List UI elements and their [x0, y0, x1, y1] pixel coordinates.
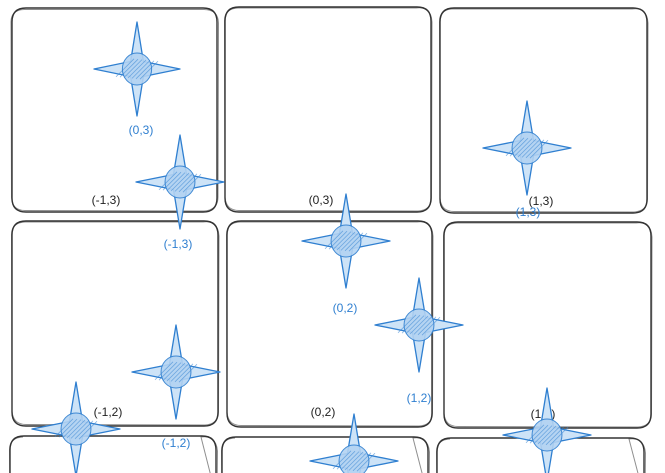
cell-label: (0,2) — [311, 405, 336, 419]
cell-label: (-1,3) — [92, 193, 121, 207]
marker-label: (-1,2) — [162, 436, 191, 450]
marker-label: (-1,3) — [164, 237, 193, 251]
marker-label: (1,3) — [516, 205, 541, 219]
grid-cell-m1-3 — [10, 7, 220, 213]
marker-label: (0,2) — [333, 301, 358, 315]
grid-cell-1-1 — [435, 437, 647, 473]
four-point-star-icon — [135, 134, 225, 230]
four-point-star-icon — [31, 381, 121, 473]
four-point-star-icon — [301, 193, 391, 289]
marker-layer — [31, 21, 592, 473]
cell-label: (0,3) — [309, 193, 334, 207]
grid-cell-m1-2 — [10, 220, 220, 427]
four-point-star-icon — [309, 413, 399, 473]
grid-cell-0-3 — [223, 6, 433, 213]
four-point-star-icon — [482, 100, 572, 196]
grid-cell-m1-1 — [8, 435, 219, 473]
marker-label: (0,3) — [129, 123, 154, 137]
grid-cell-0-1 — [220, 436, 431, 473]
four-point-star-icon — [502, 387, 592, 473]
grid-cell-0-2 — [225, 220, 434, 428]
cell-label: (-1,2) — [94, 405, 123, 419]
four-point-star-icon — [374, 277, 464, 373]
marker-label: (1,2) — [407, 391, 432, 405]
grid-cell-1-2 — [442, 221, 653, 429]
cell-label: (1,3) — [529, 194, 554, 208]
four-point-star-icon — [93, 21, 181, 117]
grid-cell-1-3 — [438, 7, 649, 214]
four-point-star-icon — [131, 324, 221, 420]
